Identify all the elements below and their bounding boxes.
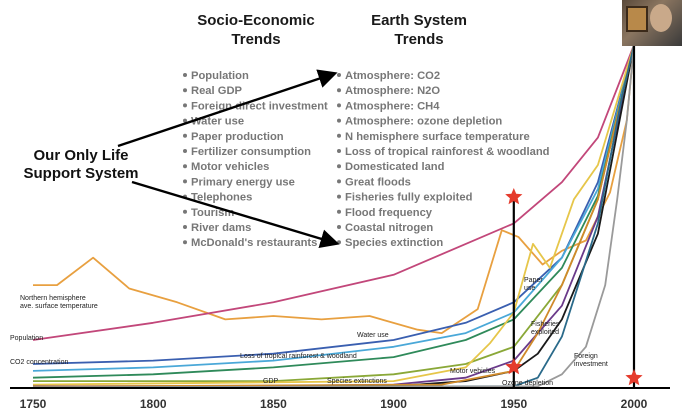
series-label: Fisheries: [531, 321, 560, 328]
bullet-dot: [183, 73, 187, 77]
series-line-0: [33, 44, 635, 334]
list-item: Primary energy use: [191, 176, 295, 188]
arrow-to-species-extinction: [131, 180, 340, 249]
presenter-face: [650, 4, 672, 32]
series-label: Ozone depletion: [502, 380, 553, 387]
series-label: Foreign: [574, 353, 598, 360]
list-item: Population: [191, 70, 249, 82]
callout-text-line2: Support System: [23, 165, 138, 182]
bullet-dot: [183, 240, 187, 245]
x-tick-label: 1750: [20, 397, 47, 411]
list-item: Atmosphere: CO2: [345, 70, 440, 82]
earth-system-list: Atmosphere: CO2 Atmosphere: N2O Atmosphere…: [337, 70, 550, 249]
series-line-11: [32, 44, 635, 389]
list-item: Fisheries fully exploited: [345, 192, 473, 204]
bullet-dot: [183, 133, 187, 138]
x-tick-label: 2000: [621, 397, 648, 411]
bullet-dot: [337, 118, 341, 123]
series-line-3: [32, 44, 635, 372]
bullet-dot: [183, 209, 187, 214]
series-label: Species extinctions: [327, 378, 387, 385]
series-line-2: [32, 44, 635, 365]
picture-frame: [626, 6, 648, 32]
series-label: Water use: [357, 332, 389, 339]
list-item: River dams: [191, 222, 251, 234]
presenter-webcam-thumbnail: [622, 0, 682, 46]
list-item: Loss of tropical rainforest & woodland: [345, 146, 550, 158]
list-item: Atmosphere: CH4: [345, 100, 440, 112]
series-label: CO2 concentration: [10, 359, 68, 366]
bullet-dot: [337, 164, 341, 169]
list-item: Foreign direct investment: [191, 100, 328, 112]
x-tick-label: 1950: [500, 397, 527, 411]
bullet-dot: [337, 179, 341, 184]
bullet-dot: [337, 209, 341, 214]
list-item: Real GDP: [191, 85, 243, 97]
list-item: Tourism: [191, 207, 234, 219]
x-tick-labels: 1750 1800 1850 1900 1950 2000: [20, 397, 648, 411]
series-line-4: [32, 44, 635, 379]
x-tick-label: 1800: [140, 397, 167, 411]
list-item: Flood frequency: [345, 207, 433, 219]
socio-economic-list: Population Real GDP Foreign direct investm…: [183, 70, 328, 249]
list-item: Motor vehicles: [191, 161, 269, 173]
bullet-dot: [337, 240, 341, 245]
list-item: Coastal nitrogen: [345, 222, 433, 234]
callout-text: Our Only Life: [33, 147, 128, 164]
bullet-dot: [183, 225, 187, 229]
list-item: Fertilizer consumption: [191, 146, 311, 158]
list-item: Water use: [191, 116, 244, 128]
bullet-dot: [337, 194, 341, 199]
list-item: Telephones: [191, 192, 252, 204]
bullet-dot: [337, 149, 341, 153]
earth-system-heading: Earth System: [371, 12, 467, 29]
series-label: investment: [574, 361, 608, 368]
bullet-dot: [337, 133, 341, 138]
list-item: N hemisphere surface temperature: [345, 131, 530, 143]
bullet-dot: [337, 103, 341, 108]
list-item: Atmosphere: N2O: [345, 85, 440, 97]
star-icon: [625, 369, 643, 386]
bullet-dot: [337, 88, 341, 93]
list-item: McDonald's restaurants: [191, 237, 317, 249]
x-tick-label: 1900: [380, 397, 407, 411]
bullet-dot: [183, 118, 187, 123]
bullet-dot: [183, 179, 187, 184]
list-item: Great floods: [345, 176, 411, 188]
socio-economic-heading: Socio-Economic: [197, 12, 315, 29]
series-label: GDP: [263, 378, 279, 385]
series-line-9: [32, 44, 635, 388]
bullet-dot: [183, 88, 187, 93]
series-label: ave. surface temperature: [20, 303, 98, 310]
list-item: Paper production: [191, 131, 284, 143]
star-icon: [505, 188, 523, 205]
earth-system-heading-line2: Trends: [394, 31, 443, 48]
series-label: Paper: [524, 277, 543, 284]
arrow-to-co2: [117, 69, 338, 148]
bullet-dot: [183, 149, 187, 153]
series-line-1: [32, 44, 635, 341]
bullet-dot: [337, 73, 341, 77]
list-item: Atmosphere: ozone depletion: [345, 116, 502, 128]
series-label: Motor vehicles: [450, 368, 496, 375]
series-label: Northern hemisphere: [20, 295, 86, 302]
series-label: exploited: [531, 329, 559, 336]
socio-economic-heading-line2: Trends: [231, 31, 280, 48]
series-label: use: [524, 285, 535, 292]
list-item: Species extinction: [345, 237, 443, 249]
bullet-dot: [183, 103, 187, 108]
list-item: Domesticated land: [345, 161, 445, 173]
bullet-dot: [183, 164, 187, 169]
star-icon: [505, 358, 523, 375]
series-label: Population: [10, 335, 43, 342]
x-tick-label: 1850: [260, 397, 287, 411]
series-line-6: [32, 44, 635, 386]
bullet-dot: [337, 225, 341, 229]
series-label: Loss of tropical rainforest & woodland: [240, 353, 357, 360]
